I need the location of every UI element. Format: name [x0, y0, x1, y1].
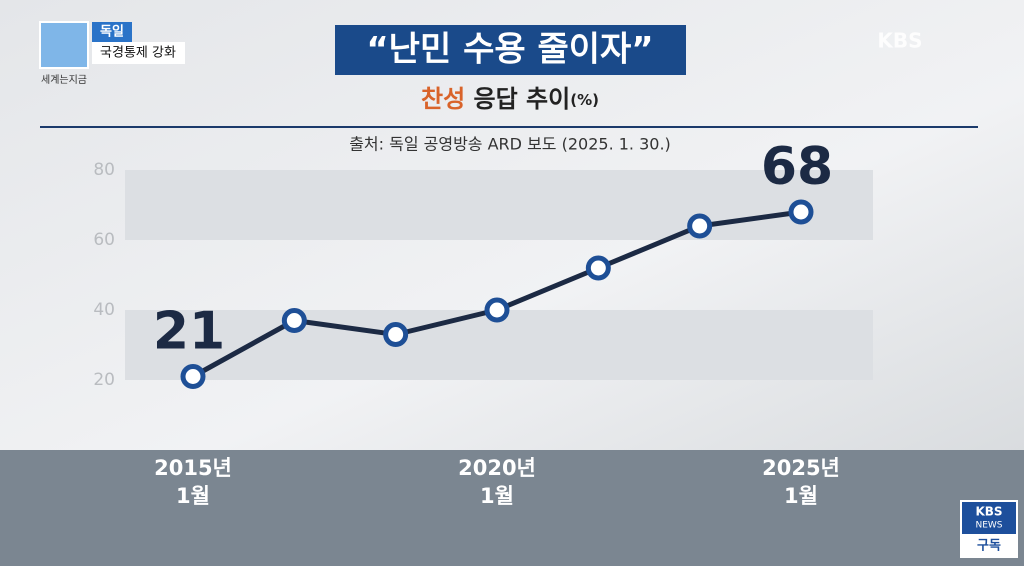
headline: 국경통제 강화 — [100, 46, 176, 61]
section-box — [92, 22, 132, 42]
x-tick-label: 2020년 1월 — [458, 456, 536, 508]
marker — [585, 255, 611, 281]
value-label: 68 — [761, 137, 833, 197]
news-logo-bottom: NEWS — [975, 521, 1002, 531]
y-tick-label: 60 — [93, 230, 115, 250]
news-logo — [962, 502, 1016, 534]
y-tick-label: 20 — [93, 370, 115, 390]
subtitle-highlight: 찬성 — [421, 85, 465, 113]
section: 독일 — [100, 25, 124, 40]
subscribe-button[interactable]: 구독 — [977, 539, 1001, 554]
news-logo-top: KBS — [975, 505, 1002, 519]
channel-logo: KBS — [877, 29, 922, 53]
source: 출처: 독일 공영방송 ARD 보도 (2025. 1. 30.) — [349, 135, 671, 154]
program-logo — [39, 21, 89, 69]
marker — [383, 322, 409, 347]
axis-band — [0, 450, 1024, 566]
marker — [788, 199, 814, 225]
unit: (%) — [570, 91, 599, 109]
headline-box — [92, 42, 185, 64]
y-tick-label: 40 — [93, 300, 115, 320]
marker — [687, 213, 713, 239]
marker — [484, 297, 510, 323]
program-name: 세계는지금 — [41, 74, 87, 86]
grid-band — [125, 170, 873, 240]
value-label: 21 — [153, 302, 225, 362]
subtitle-text: 응답 추이 — [474, 85, 571, 113]
chart-title: “난민 수용 줄이자” — [366, 30, 653, 70]
title-box — [335, 25, 686, 75]
marker — [281, 308, 307, 333]
subtitle: 찬성 응답 추이(%) — [421, 85, 599, 113]
x-tick-label: 2025년 1월 — [762, 456, 840, 508]
marker — [180, 364, 206, 389]
x-tick-label: 2015년 1월 — [154, 456, 232, 508]
y-tick-label: 80 — [93, 160, 115, 180]
